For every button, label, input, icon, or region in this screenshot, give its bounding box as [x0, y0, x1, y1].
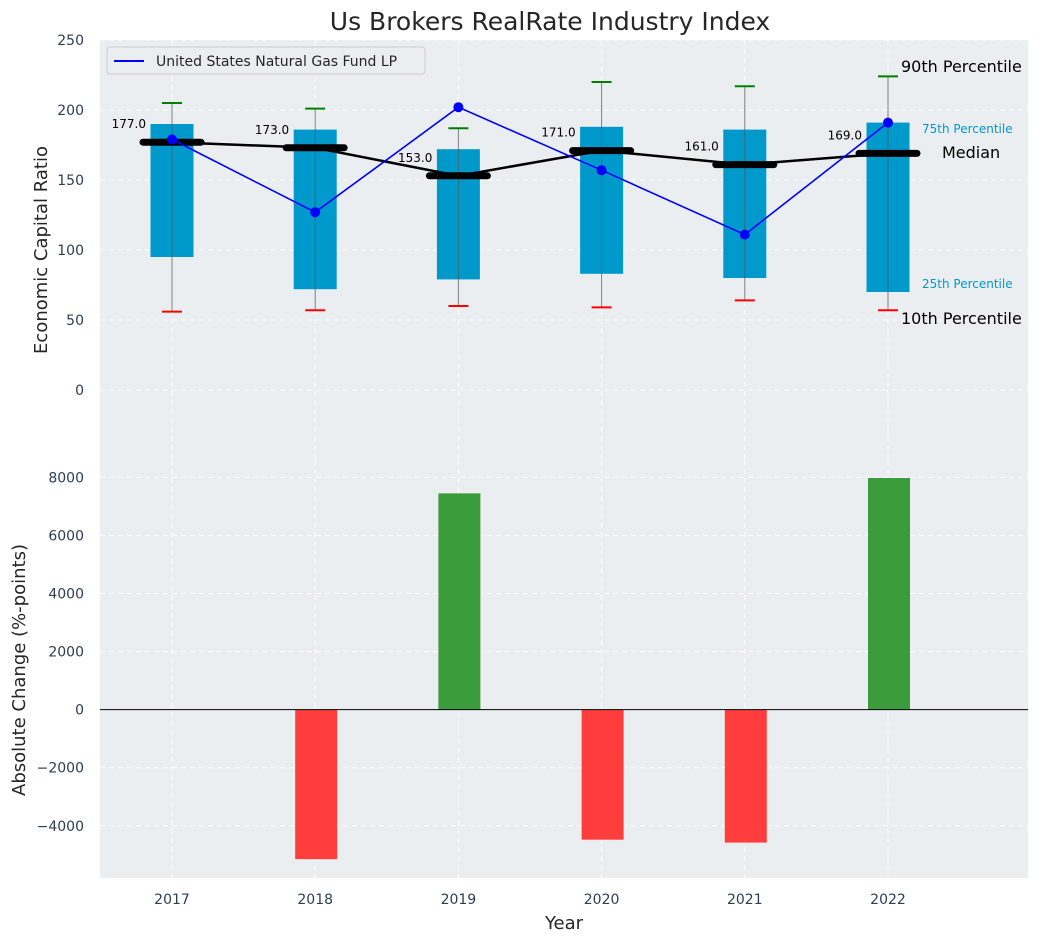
- percentile-labels: 90th Percentile 75th Percentile Median 2…: [901, 57, 1022, 328]
- bottom-y-tick-label: 0: [75, 703, 84, 719]
- bottom-panel: −4000 −2000 0 2000 4000 6000 8000 2017 2018 2019…: [9, 460, 1028, 934]
- median-value-labels: 177.0 173.0 153.0 171.0 161.0 169.0: [112, 117, 862, 165]
- series-point: [883, 117, 893, 128]
- p10-label: 10th Percentile: [901, 309, 1022, 328]
- bottom-y-tick-label: 8000: [48, 470, 84, 486]
- change-bar-2020: [581, 709, 624, 840]
- top-y-tick-label: 200: [57, 103, 84, 119]
- bottom-y-tick-label: 6000: [48, 528, 84, 544]
- median-value-label: 173.0: [255, 123, 289, 137]
- bottom-y-tick-label: −4000: [37, 819, 84, 835]
- legend: United States Natural Gas Fund LP: [106, 46, 426, 75]
- series-point: [453, 102, 464, 113]
- median-label: Median: [942, 143, 1000, 162]
- change-bars: [295, 477, 910, 860]
- bottom-y-tick-label: 2000: [48, 645, 84, 661]
- x-tick-label: 2019: [441, 892, 477, 908]
- bottom-y-ticks: −4000 −2000 0 2000 4000 6000 8000: [37, 470, 84, 834]
- top-y-axis-label: Economic Capital Ratio: [31, 146, 52, 354]
- box-2019: [425, 127, 491, 307]
- top-y-tick-label: 250: [57, 33, 84, 49]
- x-tick-label: 2017: [154, 892, 190, 908]
- top-y-ticks: 0 50 100 150 200 250: [57, 33, 84, 399]
- top-y-tick-label: 100: [57, 243, 84, 259]
- median-value-label: 161.0: [684, 140, 718, 154]
- median-value-label: 169.0: [828, 128, 862, 142]
- series-point: [310, 207, 321, 218]
- bottom-y-tick-label: 4000: [48, 587, 84, 603]
- x-axis-label: Year: [544, 913, 584, 934]
- legend-entry-label: United States Natural Gas Fund LP: [156, 54, 397, 70]
- box-2021: [712, 85, 778, 302]
- x-tick-label: 2018: [297, 892, 333, 908]
- median-value-label: 153.0: [398, 151, 432, 165]
- median-value-label: 171.0: [541, 126, 575, 140]
- p25-label: 25th Percentile: [922, 277, 1013, 291]
- box-plots: [139, 75, 921, 313]
- top-y-tick-label: 150: [57, 173, 84, 189]
- x-tick-label: 2022: [870, 892, 906, 908]
- top-panel: 0 50 100 150 200 250 Economic Capital Ratio 1…: [31, 33, 1028, 460]
- x-tick-label: 2020: [584, 892, 620, 908]
- series-point: [596, 165, 607, 176]
- x-tick-label: 2021: [727, 892, 763, 908]
- series-point: [167, 134, 177, 145]
- median-trend: [171, 140, 889, 178]
- change-bar-2022: [868, 477, 910, 710]
- series-line: [171, 106, 889, 236]
- bottom-y-axis-label: Absolute Change (%-points): [9, 544, 30, 796]
- x-ticks: 2017 2018 2019 2020 2021 2022: [154, 892, 906, 908]
- top-y-tick-label: 0: [75, 383, 84, 399]
- series-point: [739, 229, 750, 240]
- change-bar-2019: [438, 493, 481, 710]
- bottom-y-tick-label: −2000: [37, 761, 84, 777]
- median-value-label: 177.0: [112, 117, 146, 131]
- chart-title: Us Brokers RealRate Industry Index: [330, 7, 770, 36]
- series-line-group: [167, 102, 893, 240]
- top-y-tick-label: 50: [66, 313, 84, 329]
- median-trend-line: [171, 140, 889, 178]
- change-bar-2021: [724, 709, 767, 843]
- p90-label: 90th Percentile: [901, 57, 1022, 76]
- legend-box: [106, 46, 426, 75]
- change-bar-2018: [295, 709, 338, 860]
- p75-label: 75th Percentile: [922, 122, 1013, 136]
- box-2022: [855, 75, 921, 312]
